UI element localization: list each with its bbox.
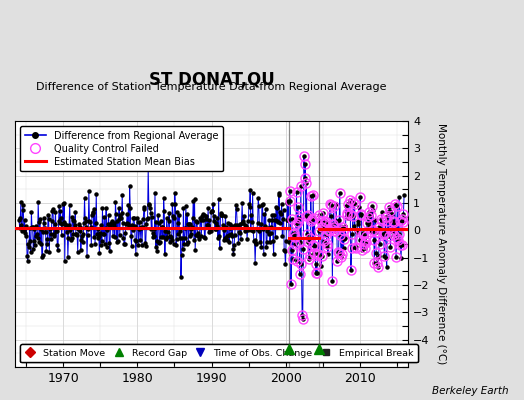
Text: Berkeley Earth: Berkeley Earth <box>432 386 508 396</box>
Title: Difference of Station Temperature Data from Regional Average: Difference of Station Temperature Data f… <box>36 82 387 92</box>
Y-axis label: Monthly Temperature Anomaly Difference (°C): Monthly Temperature Anomaly Difference (… <box>436 124 446 365</box>
Text: ST DONAT,QU: ST DONAT,QU <box>149 71 275 89</box>
Legend: Station Move, Record Gap, Time of Obs. Change, Empirical Break: Station Move, Record Gap, Time of Obs. C… <box>20 344 418 362</box>
